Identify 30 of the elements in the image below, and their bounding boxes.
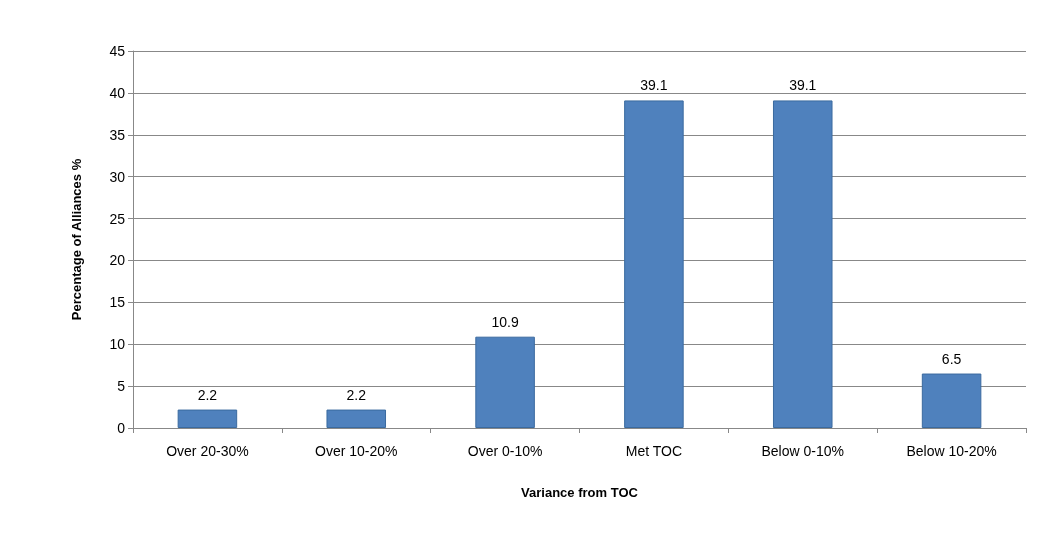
x-tick-label: Over 0-10% [467, 443, 543, 459]
bar [326, 409, 387, 428]
x-tick-label: Below 10-20% [906, 443, 997, 459]
y-tick-label: 45 [109, 43, 126, 59]
bar [772, 100, 833, 428]
y-tick-label: 25 [109, 210, 126, 227]
data-label: 39.1 [789, 77, 817, 94]
x-tick-label: Below 0-10% [761, 443, 844, 459]
bar [624, 100, 684, 428]
y-tick-label: 0 [117, 420, 126, 436]
y-tick-label: 40 [109, 84, 126, 101]
data-label: 2.2 [346, 386, 367, 403]
data-label: 6.5 [941, 350, 962, 367]
bar [177, 409, 238, 428]
x-tick-label: Over 20-30% [166, 443, 249, 459]
y-axis-title: Percentage of Alliances % [69, 158, 84, 321]
y-tick-label: 10 [109, 336, 126, 353]
y-tick-label: 20 [109, 252, 126, 269]
bar [475, 336, 535, 428]
y-tick-label: 15 [109, 294, 126, 311]
x-tick-label: Met TOC [625, 443, 683, 459]
bar [921, 373, 982, 428]
x-axis-title: Variance from TOC [521, 485, 639, 500]
data-label: 10.9 [491, 313, 519, 330]
x-tick-label: Over 10-20% [315, 443, 398, 459]
data-label: 39.1 [640, 77, 668, 94]
data-label: 2.2 [197, 386, 218, 403]
y-tick-label: 30 [109, 168, 126, 185]
y-tick-label: 35 [109, 126, 126, 143]
y-tick-label: 5 [117, 378, 126, 395]
